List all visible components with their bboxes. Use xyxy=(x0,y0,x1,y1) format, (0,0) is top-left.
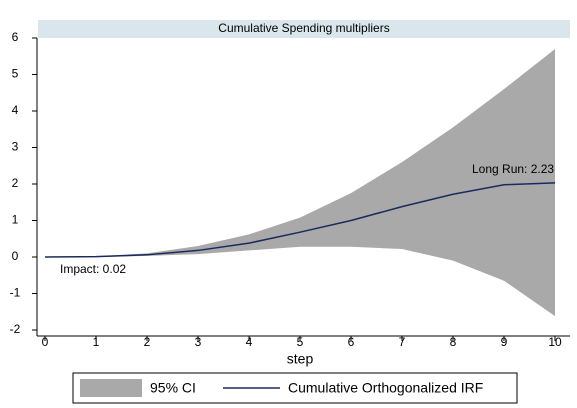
x-tick-label: 7 xyxy=(399,335,406,349)
y-tick-label: 1 xyxy=(12,213,19,227)
legend-label: Cumulative Orthogonalized IRF xyxy=(288,380,483,396)
x-tick-label: 10 xyxy=(548,335,562,349)
y-tick-label: 0 xyxy=(12,249,19,263)
y-tick-label: 3 xyxy=(12,140,19,154)
x-tick-label: 4 xyxy=(246,335,253,349)
legend xyxy=(72,372,518,404)
x-tick-label: 8 xyxy=(450,335,457,349)
y-tick-label: 5 xyxy=(12,67,19,81)
y-tick-label: 2 xyxy=(12,176,19,190)
chart-title: Cumulative Spending multipliers xyxy=(218,21,389,35)
x-tick-label: 1 xyxy=(93,335,100,349)
legend-swatch xyxy=(80,379,142,397)
y-tick-label: -2 xyxy=(10,322,21,336)
x-tick-label: 0 xyxy=(42,335,49,349)
ci-band xyxy=(45,48,555,317)
title-band xyxy=(38,20,570,38)
annotation: Long Run: 2.23 xyxy=(472,162,554,176)
x-tick-label: 3 xyxy=(195,335,202,349)
legend-label: 95% CI xyxy=(150,380,196,396)
x-tick-label: 2 xyxy=(144,335,151,349)
x-tick-label: 5 xyxy=(297,335,304,349)
y-tick-label: 6 xyxy=(12,30,19,44)
annotation: Impact: 0.02 xyxy=(60,262,126,276)
x-tick-label: 9 xyxy=(501,335,508,349)
x-tick-label: 6 xyxy=(348,335,355,349)
x-axis-label: step xyxy=(287,351,314,367)
y-tick-label: -1 xyxy=(10,286,21,300)
irf-line xyxy=(44,182,556,258)
y-tick-label: 4 xyxy=(12,103,19,117)
